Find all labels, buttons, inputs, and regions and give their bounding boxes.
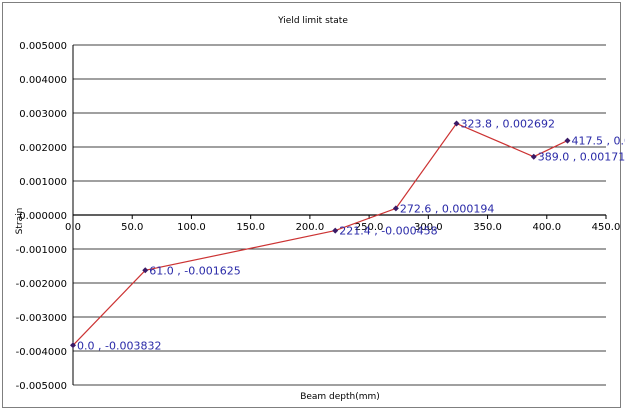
data-point-2	[332, 227, 339, 234]
x-tick-labels: 0.0 50.0 100.0 150.0 200.0 250.0 300.0 350.0 400…	[65, 222, 620, 233]
grid-lines	[73, 44, 606, 386]
y-tick-label-3: -0.002000	[16, 279, 67, 290]
x-tick-label-9: 450.0	[592, 222, 621, 233]
y-axis-title: Strain	[15, 208, 25, 235]
data-point-6	[564, 137, 571, 144]
x-tick-label-8: 400.0	[532, 222, 561, 233]
data-labels: 0.0 , -0.003832 61.0 , -0.001625 221.4 , -…	[77, 117, 625, 352]
y-tick-label-8: 0.003000	[19, 109, 67, 120]
x-tick-label-1: 50.0	[121, 222, 143, 233]
series-line-0	[72, 122, 568, 346]
data-point-1	[142, 267, 149, 274]
data-point-5	[530, 153, 537, 160]
data-point-3	[392, 205, 399, 212]
data-label-3: 272.6 , 0.000194	[400, 202, 494, 215]
x-axis-title: Beam depth(mm)	[300, 392, 380, 402]
y-tick-label-10: 0.005000	[19, 41, 67, 52]
x-tick-label-6: 300.0	[414, 222, 443, 233]
y-tick-label-9: 0.004000	[19, 75, 67, 86]
data-label-4: 323.8 , 0.002692	[461, 117, 555, 130]
y-tick-label-5: 0.000000	[19, 211, 67, 222]
data-point-4	[453, 120, 460, 127]
y-tick-label-1: -0.004000	[16, 347, 67, 358]
x-tick-label-0: 0.0	[65, 222, 81, 233]
y-tick-label-2: -0.003000	[16, 313, 67, 324]
y-tick-label-7: 0.002000	[19, 143, 67, 154]
data-label-1: 61.0 , -0.001625	[149, 264, 240, 277]
x-tick-label-2: 100.0	[177, 222, 206, 233]
chart-title: Yield limit state	[277, 16, 348, 26]
x-tick-label-5: 250.0	[355, 222, 384, 233]
axes	[72, 45, 607, 385]
x-tick-label-7: 350.0	[473, 222, 502, 233]
x-tick-label-3: 150.0	[236, 222, 265, 233]
data-series	[70, 120, 571, 349]
data-label-6: 417.5 , 0.002187	[572, 135, 625, 148]
data-label-5: 389.0 , 0.001715	[538, 151, 625, 164]
data-label-2: 221.4 , -0.000458	[339, 225, 437, 238]
data-label-0: 0.0 , -0.003832	[77, 339, 161, 352]
data-point-0	[70, 342, 76, 349]
y-tick-label-6: 0.001000	[19, 177, 67, 188]
x-tick-label-4: 200.0	[296, 222, 325, 233]
y-tick-label-0: -0.005000	[16, 381, 67, 392]
y-tick-labels: -0.005000 -0.004000 -0.003000 -0.002000 -0.0…	[16, 41, 67, 392]
y-tick-label-4: -0.001000	[16, 245, 67, 256]
chart-frame	[2, 2, 621, 408]
